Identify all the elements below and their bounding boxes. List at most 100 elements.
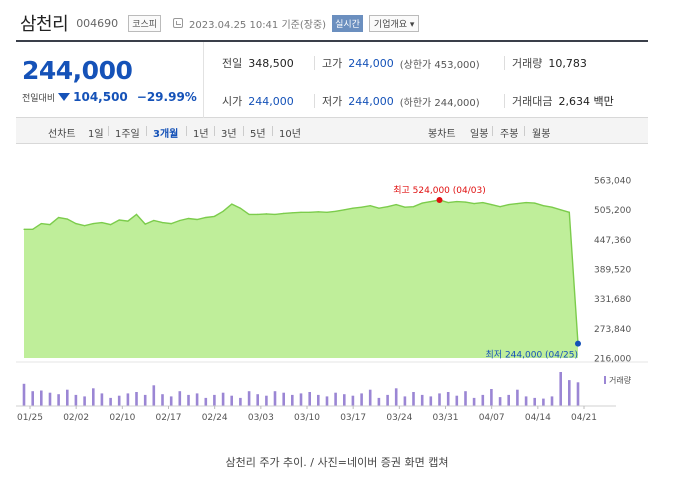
image-caption: 삼천리 주가 추이. / 사진=네이버 증권 화면 캡쳐 xyxy=(225,456,449,469)
price-point xyxy=(291,212,293,214)
candle-weekly[interactable]: 주봉 xyxy=(500,129,519,140)
period-1y[interactable]: 1년 xyxy=(193,129,209,140)
stat-sub: (하한가 244,000) xyxy=(399,97,480,109)
down-arrow-icon xyxy=(58,93,71,101)
y-tick-label: 447,360 xyxy=(594,236,631,246)
price-point xyxy=(32,228,34,230)
change-value: 104,500 xyxy=(73,90,128,104)
price-area xyxy=(24,200,578,358)
candle-monthly[interactable]: 월봉 xyxy=(532,129,551,140)
x-tick-label: 02/24 xyxy=(202,413,228,423)
x-tick-label: 03/24 xyxy=(386,413,412,423)
period-3y[interactable]: 3년 xyxy=(221,129,237,140)
volume-bar xyxy=(386,394,389,406)
volume-bar xyxy=(22,383,26,406)
price-point xyxy=(187,217,190,220)
y-tick-label: 563,040 xyxy=(594,177,631,187)
price-point xyxy=(300,211,302,213)
volume-bar xyxy=(161,394,164,406)
volume-bar xyxy=(507,394,510,406)
volume-legend-swatch xyxy=(604,376,606,384)
quote-datetime: 2023.04.25 10:41 기준(장중) xyxy=(189,19,327,31)
price-point xyxy=(499,206,501,208)
stat-label: 시가 xyxy=(222,95,243,108)
divider xyxy=(504,94,505,108)
current-price-box: 244,000 전일대비 104,500 −29.99% xyxy=(16,42,204,118)
volume-bar xyxy=(204,397,208,406)
volume-bar xyxy=(533,397,536,406)
stat-label: 거래대금 xyxy=(512,95,553,108)
line-chart-label: 선차트 xyxy=(48,129,76,140)
price-point xyxy=(412,206,415,208)
stat-high: 고가 244,000 (상한가 453,000) xyxy=(322,55,480,71)
stat-open: 시가 244,000 xyxy=(222,93,294,109)
volume-bar xyxy=(429,396,433,406)
period-1d[interactable]: 1일 xyxy=(88,129,104,140)
y-tick-label: 389,520 xyxy=(594,266,631,276)
volume-bar xyxy=(291,394,294,406)
price-point xyxy=(361,206,363,208)
price-chart[interactable]: 563,040 505,200 447,360 389,520 331,680 273,8… xyxy=(16,144,648,440)
volume-bar xyxy=(490,389,493,406)
price-point xyxy=(170,223,172,225)
price-point xyxy=(222,210,224,212)
y-tick-label: 216,000 xyxy=(594,355,631,365)
period-5y[interactable]: 5년 xyxy=(250,129,266,140)
price-point xyxy=(257,213,259,215)
y-tick-label: 505,200 xyxy=(594,206,631,216)
price-point xyxy=(335,210,337,212)
stat-label: 전일 xyxy=(222,57,243,70)
volume-bar xyxy=(308,392,311,406)
volume-bar xyxy=(559,372,562,406)
price-point xyxy=(568,211,570,213)
price-point xyxy=(153,219,155,222)
divider xyxy=(314,94,315,108)
price-point xyxy=(542,205,545,207)
volume-bar xyxy=(412,392,415,406)
price-point xyxy=(464,201,467,203)
price-point xyxy=(551,206,553,208)
volume-bar xyxy=(317,394,320,406)
price-point xyxy=(447,202,449,204)
volume-bar xyxy=(92,388,95,406)
price-point xyxy=(66,218,68,220)
divider xyxy=(108,126,109,136)
volume-bar xyxy=(394,388,398,406)
volume-bar xyxy=(152,385,156,406)
divider xyxy=(146,126,147,136)
volume-bar xyxy=(299,393,303,406)
realtime-badge[interactable]: 실시간 xyxy=(332,14,363,32)
price-point xyxy=(118,219,120,221)
price-point xyxy=(283,212,285,214)
volume-bar xyxy=(117,395,121,406)
candle-daily[interactable]: 일봉 xyxy=(470,129,489,140)
stat-value: 244,000 xyxy=(348,56,394,70)
volume-bar xyxy=(377,397,381,406)
volume-bar xyxy=(40,390,43,406)
company-info-button[interactable]: 기업개요 ▾ xyxy=(368,14,420,32)
price-point xyxy=(508,204,510,206)
period-1w[interactable]: 1주일 xyxy=(115,129,140,140)
volume-bar xyxy=(265,395,268,406)
stat-label: 저가 xyxy=(322,95,343,108)
volume-bar xyxy=(230,395,233,406)
volume-bar xyxy=(126,393,130,406)
price-point xyxy=(317,211,319,213)
divider xyxy=(314,56,315,70)
volume-bar xyxy=(360,393,363,406)
volume-bar xyxy=(48,392,52,406)
volume-bar xyxy=(100,393,104,406)
price-point xyxy=(58,216,60,219)
max-marker xyxy=(436,197,443,204)
period-10y[interactable]: 10년 xyxy=(279,129,301,140)
volume-bar xyxy=(472,397,476,406)
volume-bar xyxy=(446,392,450,406)
price-point xyxy=(49,224,51,226)
price-point xyxy=(326,211,328,213)
price-point xyxy=(84,225,86,227)
volume-bar xyxy=(169,396,173,406)
volume-bar xyxy=(403,396,407,406)
stat-value: 10,783 xyxy=(548,56,587,70)
period-3m[interactable]: 3개월 xyxy=(153,129,179,140)
volume-bar xyxy=(420,394,424,406)
